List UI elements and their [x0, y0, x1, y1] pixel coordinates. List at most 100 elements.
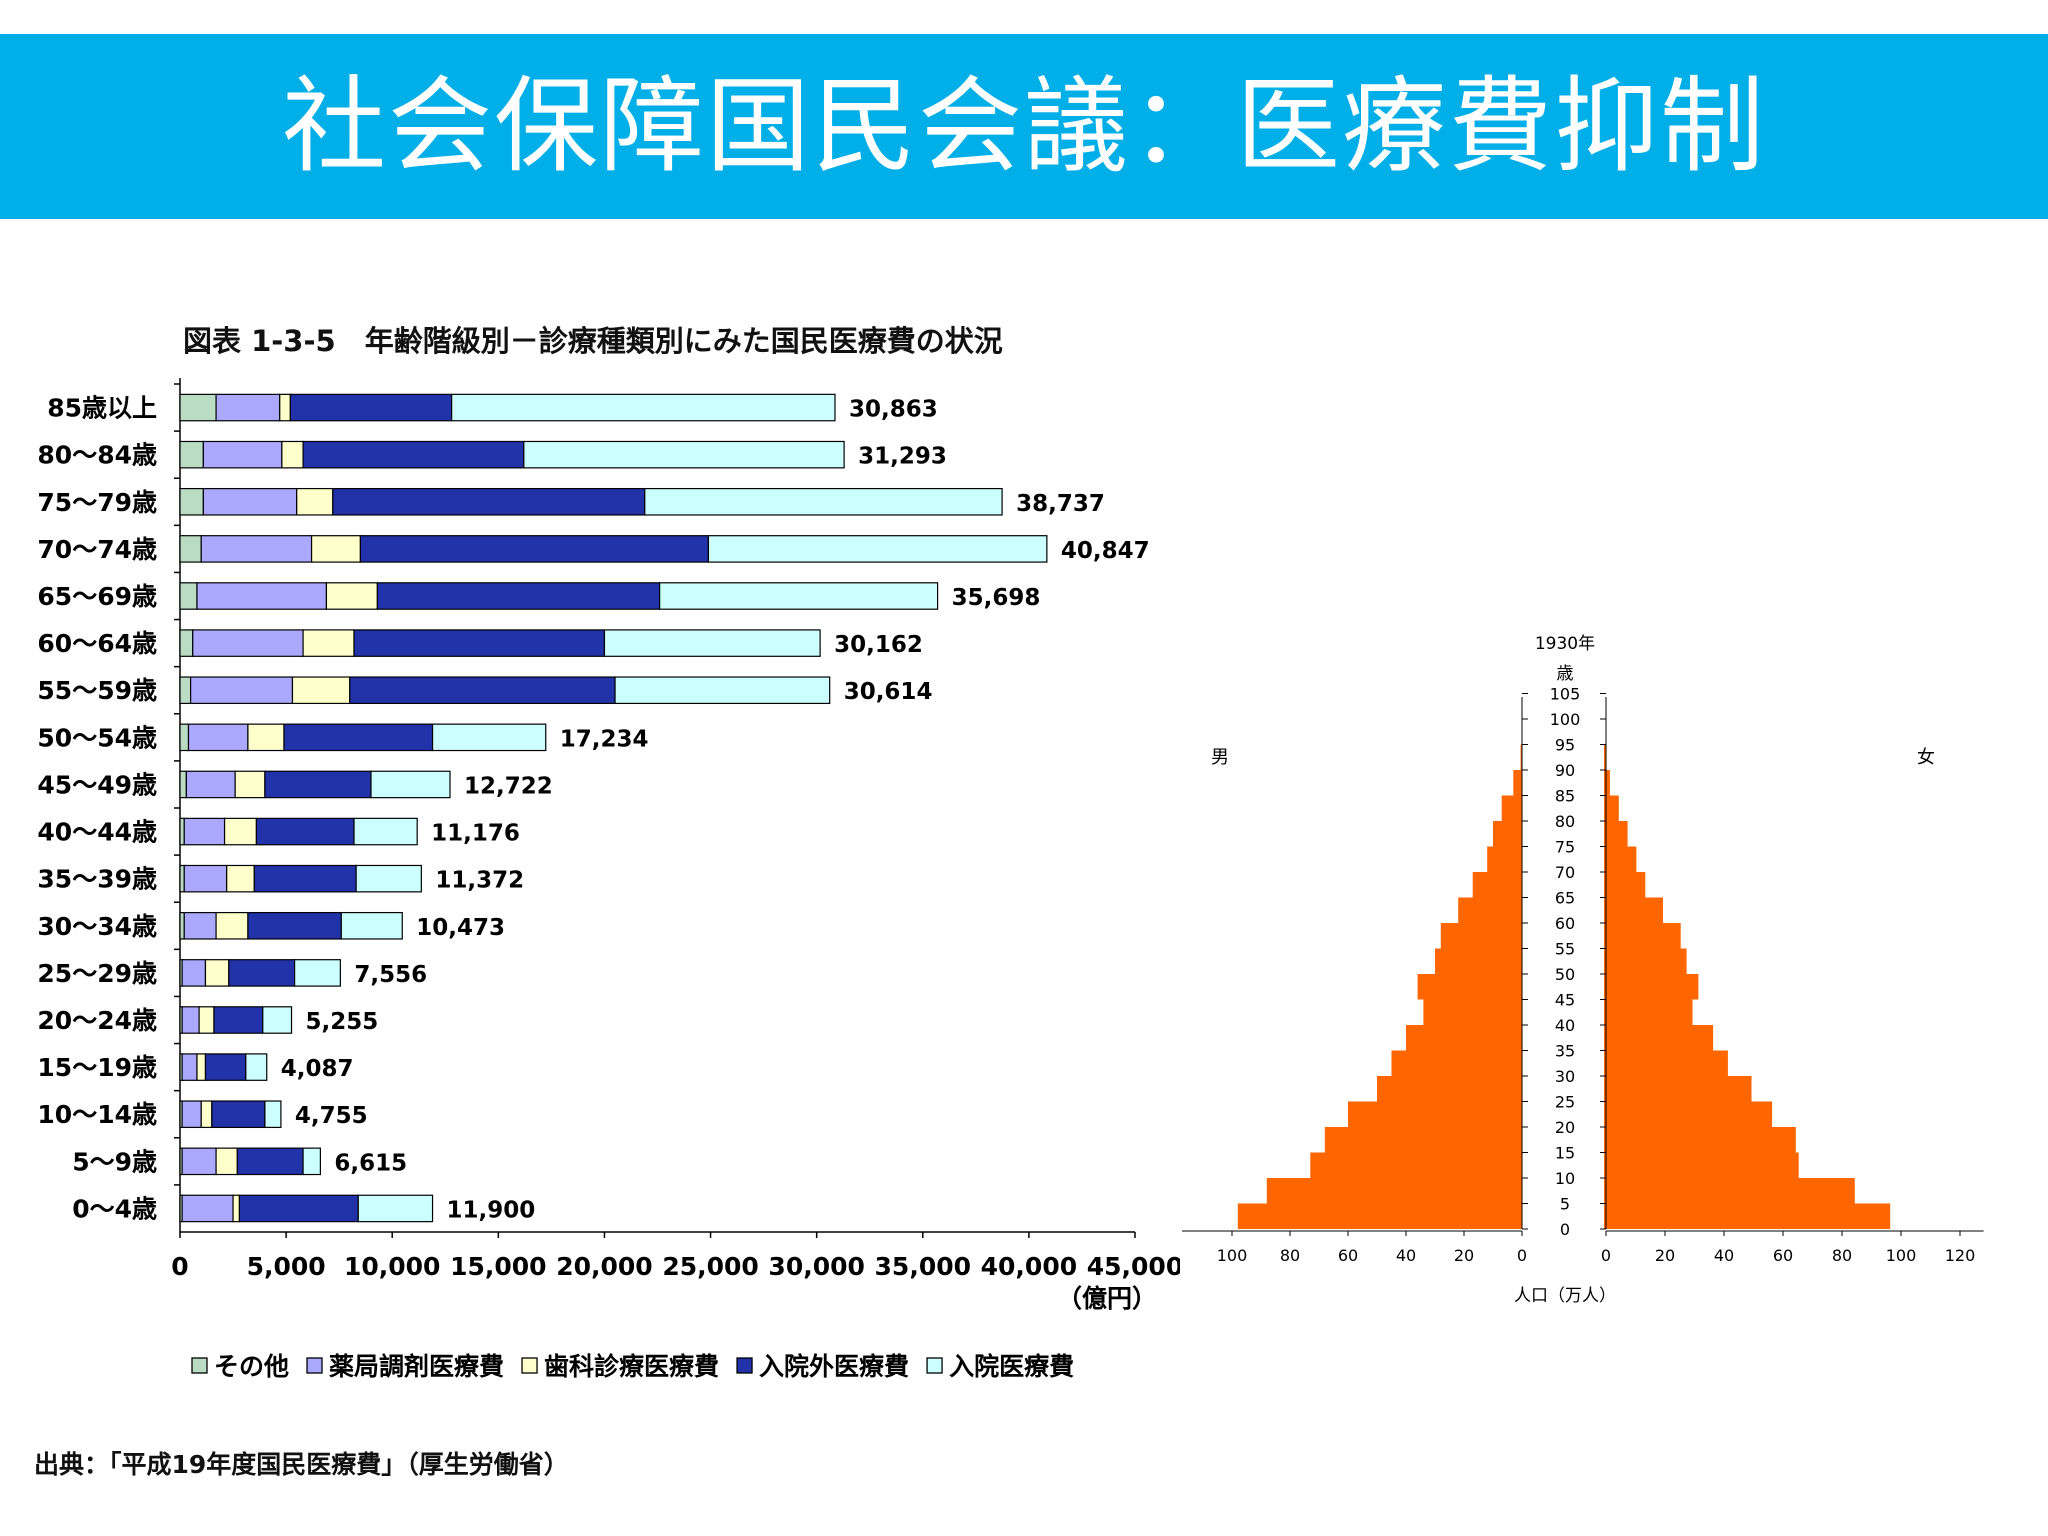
bar-segment — [325, 582, 378, 610]
age-tick-label: 30 — [1555, 1067, 1575, 1086]
total-label: 30,162 — [834, 632, 923, 658]
category-label: 80～84歳 — [37, 441, 157, 470]
age-tick-label: 60 — [1555, 914, 1575, 933]
age-tick-label: 20 — [1555, 1118, 1575, 1137]
bar-segment — [181, 1194, 234, 1223]
age-tick-label: 50 — [1555, 965, 1575, 984]
pyramid-x-tick-label: 60 — [1773, 1246, 1793, 1265]
total-label: 7,556 — [354, 962, 427, 988]
bar-segment — [204, 959, 230, 987]
pyramid-x-tick-label: 80 — [1832, 1246, 1852, 1265]
legend-item: 薬局調剤医療費 — [306, 1352, 504, 1381]
male-label: 男 — [1211, 747, 1229, 768]
total-label: 5,255 — [306, 1009, 379, 1035]
bar-segment — [603, 629, 821, 657]
bar-segment — [215, 911, 249, 940]
bar-segment — [247, 723, 285, 752]
bar-segment — [332, 487, 646, 516]
bar-segment — [707, 535, 1048, 563]
bar-segment — [302, 440, 525, 469]
age-tick-label: 25 — [1555, 1093, 1575, 1112]
pyramid-x-tick-label: 0 — [1601, 1246, 1611, 1265]
x-tick-label: 5,000 — [247, 1252, 326, 1281]
bar-segment — [200, 535, 313, 563]
category-label: 50～54歳 — [37, 723, 157, 752]
total-label: 10,473 — [416, 915, 505, 941]
bar-segment — [614, 676, 831, 705]
total-label: 11,372 — [435, 868, 524, 894]
x-tick-label: 0 — [171, 1252, 188, 1281]
bar-segment — [179, 582, 198, 610]
total-label: 17,234 — [560, 726, 649, 752]
bar-segment — [238, 1194, 359, 1223]
total-label: 38,737 — [1016, 491, 1105, 517]
total-label: 31,293 — [858, 444, 947, 470]
category-label: 60～64歳 — [37, 629, 157, 658]
bar-segment — [262, 1006, 293, 1034]
age-tick-label: 65 — [1555, 889, 1575, 908]
bar-segment — [245, 1053, 268, 1081]
bar-segment — [185, 770, 236, 799]
bar-segment — [181, 959, 207, 987]
page-title: 社会保障国民会議：医療費抑制 — [281, 65, 1766, 187]
bar-segment — [226, 864, 255, 893]
bar-segment — [253, 864, 357, 893]
bar-segment — [183, 911, 217, 940]
bar-segment — [179, 817, 185, 846]
bar-segment — [523, 440, 845, 469]
bar-segment — [291, 676, 351, 705]
bar-segment — [294, 959, 341, 987]
bar-segment — [431, 723, 547, 752]
legend-item: 歯科診療医療費 — [521, 1352, 719, 1381]
x-tick-label: 10,000 — [344, 1252, 440, 1281]
bar-segment — [183, 817, 226, 846]
total-label: 6,615 — [334, 1150, 407, 1176]
legend-label: 薬局調剤医療費 — [329, 1352, 504, 1381]
bar-segment — [353, 629, 606, 657]
pyramid-x-tick-label: 60 — [1338, 1246, 1358, 1265]
age-tick-label: 85 — [1555, 787, 1575, 806]
age-tick-label: 15 — [1555, 1144, 1575, 1163]
age-tick-label: 105 — [1550, 685, 1581, 704]
x-tick-label: 15,000 — [450, 1252, 546, 1281]
bar-segment — [200, 1100, 213, 1129]
category-label: 10～14歳 — [37, 1100, 157, 1129]
pyramid-year-title: 1930年 — [1535, 634, 1595, 654]
age-tick-label: 45 — [1555, 991, 1575, 1010]
bar-segment — [296, 487, 334, 516]
x-axis-unit: （億円） — [1057, 1284, 1157, 1313]
age-tick-label: 5 — [1560, 1195, 1570, 1214]
pyramid-x-tick-label: 40 — [1714, 1246, 1734, 1265]
category-label: 55～59歳 — [37, 676, 157, 705]
bar-segment — [181, 1147, 217, 1176]
bar-segment — [196, 1053, 207, 1081]
category-label: 0～4歳 — [72, 1194, 157, 1223]
category-label: 75～79歳 — [37, 488, 157, 517]
category-label: 40～44歳 — [37, 818, 157, 847]
bar-segment — [349, 676, 616, 705]
bar-segment — [190, 676, 294, 705]
legend-label: 入院外医療費 — [759, 1352, 909, 1381]
age-tick-label: 100 — [1550, 710, 1581, 729]
bar-segment — [659, 582, 939, 610]
bar-segment — [279, 393, 291, 422]
source-note: 出典：「平成19年度国民医療費」（厚生労働省） — [34, 1450, 569, 1479]
bar-segment — [283, 723, 434, 752]
category-label: 70～74歳 — [37, 535, 157, 564]
legend-item: その他 — [191, 1352, 289, 1381]
pyramid-x-tick-label: 40 — [1396, 1246, 1416, 1265]
age-tick-label: 40 — [1555, 1016, 1575, 1035]
bar-segment — [213, 1006, 264, 1034]
bar-segment — [179, 864, 185, 893]
pyramid-x-tick-label: 80 — [1280, 1246, 1300, 1265]
bar-segment — [179, 535, 202, 563]
bar-segment — [181, 1006, 200, 1034]
bar-segment — [451, 393, 836, 422]
bar-segment — [264, 770, 372, 799]
medical-cost-bar-chart: 0 5,000 10,000 15,000 20,000 25,000 30,000 35,0… — [37, 378, 1180, 1381]
pyramid-x-tick-label: 100 — [1217, 1246, 1248, 1265]
total-label: 11,176 — [431, 821, 520, 847]
bar-segment — [179, 487, 204, 516]
population-pyramid-chart: 0 5 10 15 20 25 30 35 40 45 50 55 60 65 70 75 80 85 90 95 10… — [1182, 634, 1984, 1306]
total-label: 11,900 — [447, 1197, 536, 1223]
